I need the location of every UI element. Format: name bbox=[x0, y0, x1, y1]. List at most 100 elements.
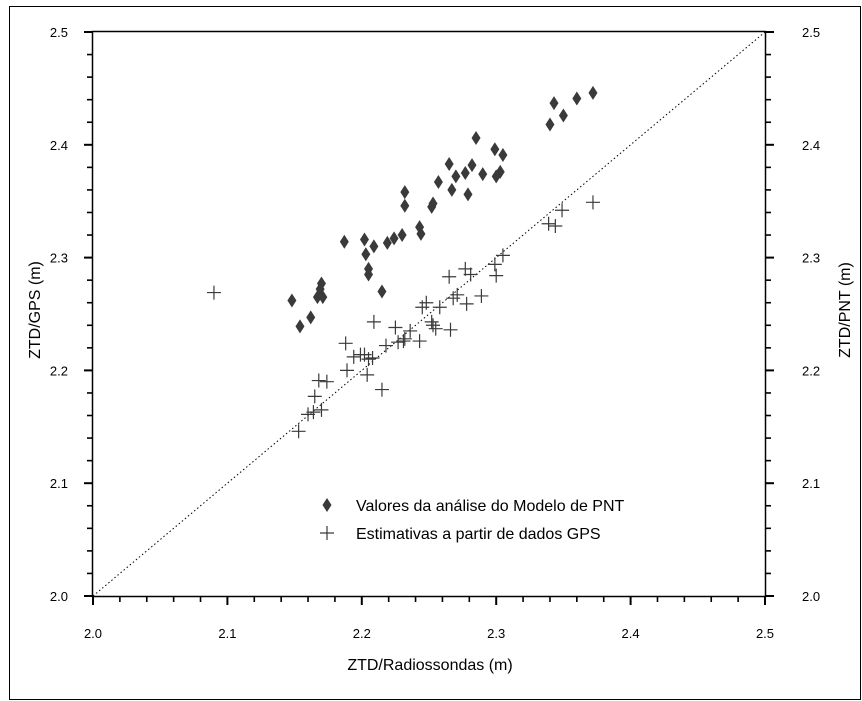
gps-plus-point bbox=[443, 322, 458, 337]
nwp-diamond-point bbox=[306, 310, 316, 325]
nwp-diamond-point bbox=[447, 182, 457, 197]
y-left-tick-label: 2.4 bbox=[50, 138, 68, 153]
legend-label-gps: Estimativas a partir de dados GPS bbox=[356, 526, 601, 543]
nwp-diamond-point bbox=[318, 290, 328, 305]
nwp-diamond-point bbox=[572, 91, 582, 106]
x-tick-label: 2.1 bbox=[218, 626, 236, 641]
y-right-tick-label: 2.0 bbox=[802, 589, 820, 604]
nwp-diamond-point bbox=[549, 96, 559, 111]
gps-plus-point bbox=[458, 261, 473, 276]
nwp-diamond-point bbox=[361, 247, 371, 262]
plot-frame bbox=[91, 30, 767, 598]
gps-plus-point bbox=[459, 296, 474, 311]
gps-plus-point bbox=[366, 314, 381, 329]
y-left-tick-label: 2.3 bbox=[50, 251, 68, 266]
x-tick-label: 2.4 bbox=[622, 626, 640, 641]
nwp-diamond-point bbox=[471, 131, 481, 146]
nwp-diamond-point bbox=[400, 198, 410, 213]
legend-entry-nwp: Valores da análise do Modelo de PNT bbox=[322, 498, 625, 515]
legend-label-nwp: Valores da análise do Modelo de PNT bbox=[356, 498, 625, 515]
gps-plus-point bbox=[311, 373, 326, 388]
y-right-tick-label: 2.5 bbox=[802, 25, 820, 40]
nwp-diamond-point bbox=[287, 293, 297, 308]
gps-plus-point bbox=[338, 336, 353, 351]
gps-plus-point bbox=[361, 352, 376, 367]
axis-ticks bbox=[84, 31, 774, 605]
gps-plus-point bbox=[419, 295, 434, 310]
gps-plus-point bbox=[428, 321, 443, 336]
legend-plus-marker bbox=[320, 526, 334, 540]
gps-plus-point bbox=[291, 424, 306, 439]
nwp-diamond-point bbox=[295, 319, 305, 334]
gps-plus-point bbox=[442, 269, 457, 284]
gps-plus-point bbox=[541, 216, 556, 231]
gps-plus-point bbox=[365, 350, 380, 365]
nwp-diamond-point bbox=[400, 185, 410, 200]
gps-plus-point bbox=[319, 374, 334, 389]
gps-plus-point bbox=[360, 367, 375, 382]
gps-plus-point bbox=[585, 195, 600, 210]
x-tick-label: 2.2 bbox=[353, 626, 371, 641]
gps-plus-point bbox=[306, 405, 321, 420]
nwp-diamond-point bbox=[490, 142, 500, 157]
nwp-diamond-point bbox=[451, 169, 461, 184]
gps-plus-point bbox=[548, 219, 563, 234]
nwp-diamond-point bbox=[495, 164, 505, 179]
nwp-diamond-point bbox=[359, 232, 369, 247]
nwp-diamond-point bbox=[588, 85, 598, 100]
y-left-tick-label: 2.2 bbox=[50, 363, 68, 378]
nwp-diamond-point bbox=[463, 187, 473, 202]
gps-plus-point bbox=[424, 314, 439, 329]
x-axis-title: ZTD/Radiossondas (m) bbox=[347, 657, 512, 674]
figure-border bbox=[9, 6, 861, 700]
nwp-diamond-point bbox=[498, 147, 508, 162]
gps-plus-point bbox=[374, 382, 389, 397]
gps-plus-point bbox=[206, 285, 221, 300]
legend-diamond-marker bbox=[322, 498, 332, 512]
gps-plus-point bbox=[403, 323, 418, 338]
gps-plus-point bbox=[314, 402, 329, 417]
gps-plus-point bbox=[340, 363, 355, 378]
gps-plus-point bbox=[397, 331, 412, 346]
nwp-diamond-point bbox=[545, 117, 555, 132]
nwp-diamond-point bbox=[467, 158, 477, 173]
gps-plus-point bbox=[301, 407, 316, 422]
gps-plus-point bbox=[446, 291, 461, 306]
nwp-diamond-point bbox=[478, 167, 488, 182]
gps-plus-point bbox=[463, 267, 478, 282]
gps-plus-point bbox=[487, 257, 502, 272]
nwp-diamond-point bbox=[377, 284, 387, 299]
gps-plus-point bbox=[307, 389, 322, 404]
nwp-diamond-point bbox=[339, 234, 349, 249]
nwp-diamond-point bbox=[369, 239, 379, 254]
x-tick-label: 2.0 bbox=[84, 626, 102, 641]
y-left-tick-label: 2.0 bbox=[50, 589, 68, 604]
nwp-diamond-point bbox=[460, 166, 470, 180]
gps-plus-point bbox=[346, 349, 361, 364]
data-points bbox=[206, 85, 600, 439]
nwp-diamond-point bbox=[389, 231, 399, 246]
axis-tick-labels: 2.0 2.1 2.2 2.3 2.4 2.5 2.0 2.0 2.1 2.1 2.2 2.2 2.3 2… bbox=[50, 25, 820, 641]
nwp-diamond-point bbox=[444, 156, 454, 171]
gps-plus-point bbox=[489, 268, 504, 283]
y-right-tick-label: 2.2 bbox=[802, 363, 820, 378]
y-axis-title-right: ZTD/PNT (m) bbox=[837, 262, 854, 358]
x-tick-label: 2.3 bbox=[487, 626, 505, 641]
legend-entry-gps: Estimativas a partir de dados GPS bbox=[320, 526, 601, 543]
gps-plus-point bbox=[450, 287, 465, 302]
nwp-diamond-point bbox=[433, 175, 443, 190]
nwp-diamond-point bbox=[416, 226, 426, 241]
nwp-diamond-point bbox=[428, 196, 438, 211]
nwp-diamond-point bbox=[558, 108, 568, 123]
gps-plus-point bbox=[432, 300, 447, 315]
gps-plus-point bbox=[495, 248, 510, 263]
legend: Valores da análise do Modelo de PNT Esti… bbox=[320, 498, 625, 543]
gps-plus-point bbox=[412, 334, 427, 349]
y-axis-title-left: ZTD/GPS (m) bbox=[27, 261, 44, 359]
gps-plus-point bbox=[396, 334, 411, 349]
gps-plus-point bbox=[391, 335, 406, 350]
x-tick-label: 2.5 bbox=[756, 626, 774, 641]
gps-plus-point bbox=[474, 288, 489, 303]
y-right-tick-label: 2.4 bbox=[802, 138, 820, 153]
nwp-diamond-point bbox=[316, 276, 326, 291]
